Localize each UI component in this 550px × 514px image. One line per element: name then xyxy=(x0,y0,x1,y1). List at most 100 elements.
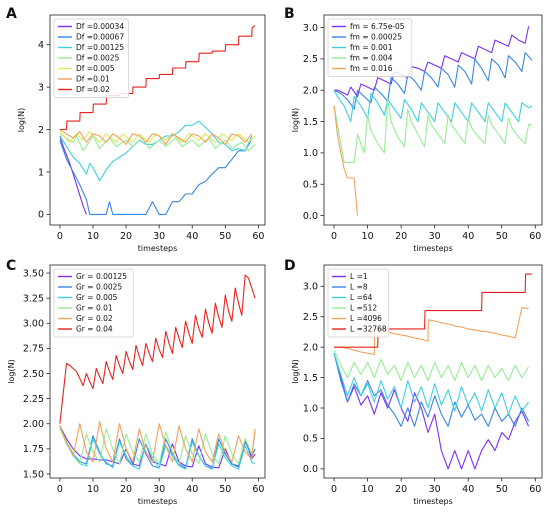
y-axis-label: log(N) xyxy=(291,108,300,132)
panel-letter: A xyxy=(6,6,17,22)
y-tick-label: 1.75 xyxy=(23,444,44,455)
y-tick-label: 2 xyxy=(38,125,44,136)
y-tick-label: 3.25 xyxy=(23,293,44,304)
x-tick-label: 40 xyxy=(186,484,198,495)
x-tick-label: 30 xyxy=(429,484,441,495)
y-tick-label: 3.0 xyxy=(303,282,318,293)
x-tick-label: 30 xyxy=(153,484,165,495)
legend-label: Df =0.00034 xyxy=(76,22,124,31)
x-tick-label: 0 xyxy=(331,231,337,242)
y-tick-label: 2.5 xyxy=(303,54,318,65)
x-tick-label: 10 xyxy=(362,484,374,495)
series-line xyxy=(59,428,256,470)
panel-letter: B xyxy=(284,6,295,22)
y-tick-label: 3.00 xyxy=(23,319,44,330)
series-group xyxy=(333,273,532,470)
legend-label: L =8 xyxy=(350,283,368,292)
x-tick-label: 20 xyxy=(120,231,132,242)
x-tick-label: 60 xyxy=(252,484,264,495)
y-tick-label: 1.5 xyxy=(303,373,318,384)
legend-label: fm = 0.016 xyxy=(350,64,393,73)
x-tick-label: 0 xyxy=(57,484,63,495)
y-tick-label: 2.5 xyxy=(303,312,318,323)
panel-a: A 0 10 20 30 40 50 60 0 1 2 3 4 timesteps log(N) Df =0.… xyxy=(6,6,266,253)
x-tick-label: 20 xyxy=(395,484,407,495)
y-tick-label: 1.0 xyxy=(303,148,318,159)
series-line xyxy=(333,99,532,163)
y-tick-label: 2.75 xyxy=(23,344,44,355)
legend-label: Df =0.0025 xyxy=(76,54,120,63)
series-line xyxy=(333,349,530,382)
legend-label: Df =0.01 xyxy=(76,75,110,84)
y-tick-label: 1.50 xyxy=(23,469,44,480)
legend-label: L =4096 xyxy=(350,314,382,323)
legend-label: L =1 xyxy=(350,272,368,281)
legend-box xyxy=(53,18,129,98)
x-tick-label: 60 xyxy=(529,484,541,495)
x-tick-label: 50 xyxy=(219,484,231,495)
legend-label: L =512 xyxy=(350,304,377,313)
y-tick-label: 2.25 xyxy=(23,394,44,405)
series-line xyxy=(59,133,256,152)
series-line xyxy=(59,274,256,424)
plot-frame xyxy=(323,14,543,226)
y-axis-label: log(N) xyxy=(7,359,16,383)
y-tick-label: 0.0 xyxy=(303,211,318,222)
y-tick-label: 0.0 xyxy=(303,464,318,475)
y-axis-label: log(N) xyxy=(291,359,300,383)
series-line xyxy=(333,105,359,216)
x-tick-label: 30 xyxy=(429,231,441,242)
plot-frame xyxy=(49,14,266,226)
y-tick-label: 2.00 xyxy=(23,419,44,430)
y-tick-label: 0.5 xyxy=(303,180,318,191)
x-tick-label: 60 xyxy=(252,231,264,242)
series-line xyxy=(333,353,530,427)
y-tick-label: 0 xyxy=(38,210,44,221)
legend-label: Df =0.00125 xyxy=(76,43,124,52)
series-line xyxy=(59,131,256,143)
x-axis-label: timesteps xyxy=(413,497,453,506)
x-tick-label: 20 xyxy=(120,484,132,495)
x-tick-label: 0 xyxy=(331,484,337,495)
y-tick-label: 3 xyxy=(38,82,44,93)
y-tick-label: 1 xyxy=(38,167,44,178)
series-line xyxy=(59,135,87,215)
legend-label: Gr = 0.00125 xyxy=(76,272,127,281)
y-tick-label: 2.0 xyxy=(303,342,318,353)
panel-b: B 0 10 20 30 40 50 60 0.0 0.5 1.0 1.5 2.0 2.5 3.0 times… xyxy=(284,6,543,253)
legend-label: Df =0.02 xyxy=(76,85,110,94)
x-tick-label: 10 xyxy=(362,231,374,242)
legend-label: L =64 xyxy=(350,293,373,302)
legend-box xyxy=(53,268,134,338)
legend-label: Df =0.005 xyxy=(76,64,115,73)
series-group xyxy=(59,25,256,215)
series-line xyxy=(333,353,530,415)
legend-box xyxy=(327,18,413,77)
panel-letter: D xyxy=(284,258,296,274)
y-tick-label: 3.50 xyxy=(23,268,44,279)
x-tick-label: 30 xyxy=(153,231,165,242)
series-line xyxy=(334,307,529,356)
series-line xyxy=(59,421,256,463)
series-line xyxy=(333,353,530,470)
legend-label: Gr = 0.005 xyxy=(76,293,118,302)
plot-frame xyxy=(49,264,266,479)
series-line xyxy=(59,129,253,145)
series-line xyxy=(59,25,256,131)
x-tick-label: 0 xyxy=(57,231,63,242)
panel-c: C 0 10 20 30 40 50 60 1.50 1.75 2.00 2.25 2.50 2.75 3.… xyxy=(6,258,266,506)
legend-label: fm = 6.75e-05 xyxy=(350,22,405,31)
x-axis-label: timesteps xyxy=(138,244,178,253)
legend-label: Gr = 0.02 xyxy=(76,314,113,323)
legend-label: Gr = 0.0025 xyxy=(76,283,122,292)
x-tick-label: 40 xyxy=(462,231,474,242)
y-axis-label: log(N) xyxy=(17,108,26,132)
series-line xyxy=(59,120,253,182)
series-line xyxy=(334,26,530,98)
y-tick-label: 1.0 xyxy=(303,403,318,414)
